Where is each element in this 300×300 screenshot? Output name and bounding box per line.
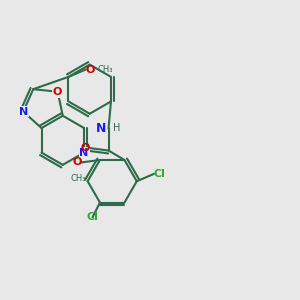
Text: N: N — [19, 106, 28, 117]
Text: O: O — [81, 143, 90, 153]
Text: N: N — [80, 148, 89, 158]
Text: Cl: Cl — [154, 169, 166, 179]
Text: O: O — [85, 64, 95, 74]
Text: H: H — [113, 124, 120, 134]
Text: N: N — [96, 122, 106, 135]
Text: Cl: Cl — [87, 212, 98, 222]
Text: CH₃: CH₃ — [70, 174, 86, 183]
Text: O: O — [72, 158, 82, 167]
Text: CH₃: CH₃ — [97, 65, 113, 74]
Text: O: O — [53, 87, 62, 97]
